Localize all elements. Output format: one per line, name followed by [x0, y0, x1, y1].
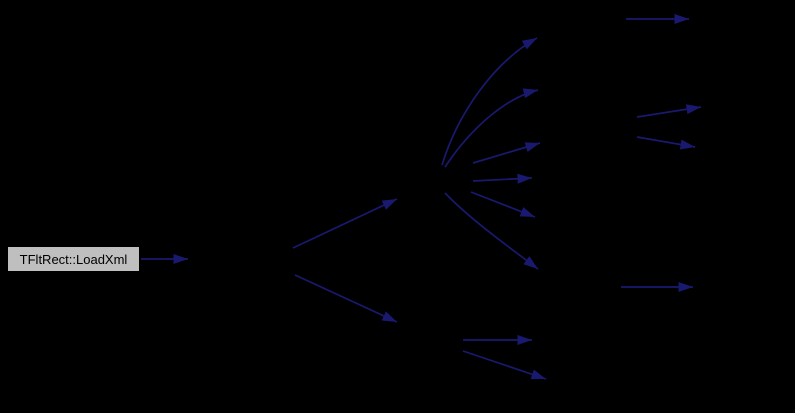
edge-bottom-branch-down	[462, 350, 547, 380]
node-tfltrect-loadxml[interactable]: TFltRect::LoadXml	[7, 246, 140, 272]
edge-right-mid-up	[636, 104, 702, 118]
node-label: TFltRect::LoadXml	[19, 251, 128, 267]
edge-right-mid-down	[636, 136, 696, 150]
edge-level2-to-level3-bottom	[294, 274, 398, 323]
edge-fan-4-horizontal	[472, 173, 533, 184]
edge-fan-1-curved-up	[441, 37, 538, 166]
edge-fan-3	[472, 142, 541, 164]
edge-fan-2	[444, 88, 539, 168]
edge-fan-5	[470, 191, 536, 218]
edge-level2-to-level3-top	[292, 198, 398, 249]
edge-fan-6-curved-down	[444, 192, 539, 270]
